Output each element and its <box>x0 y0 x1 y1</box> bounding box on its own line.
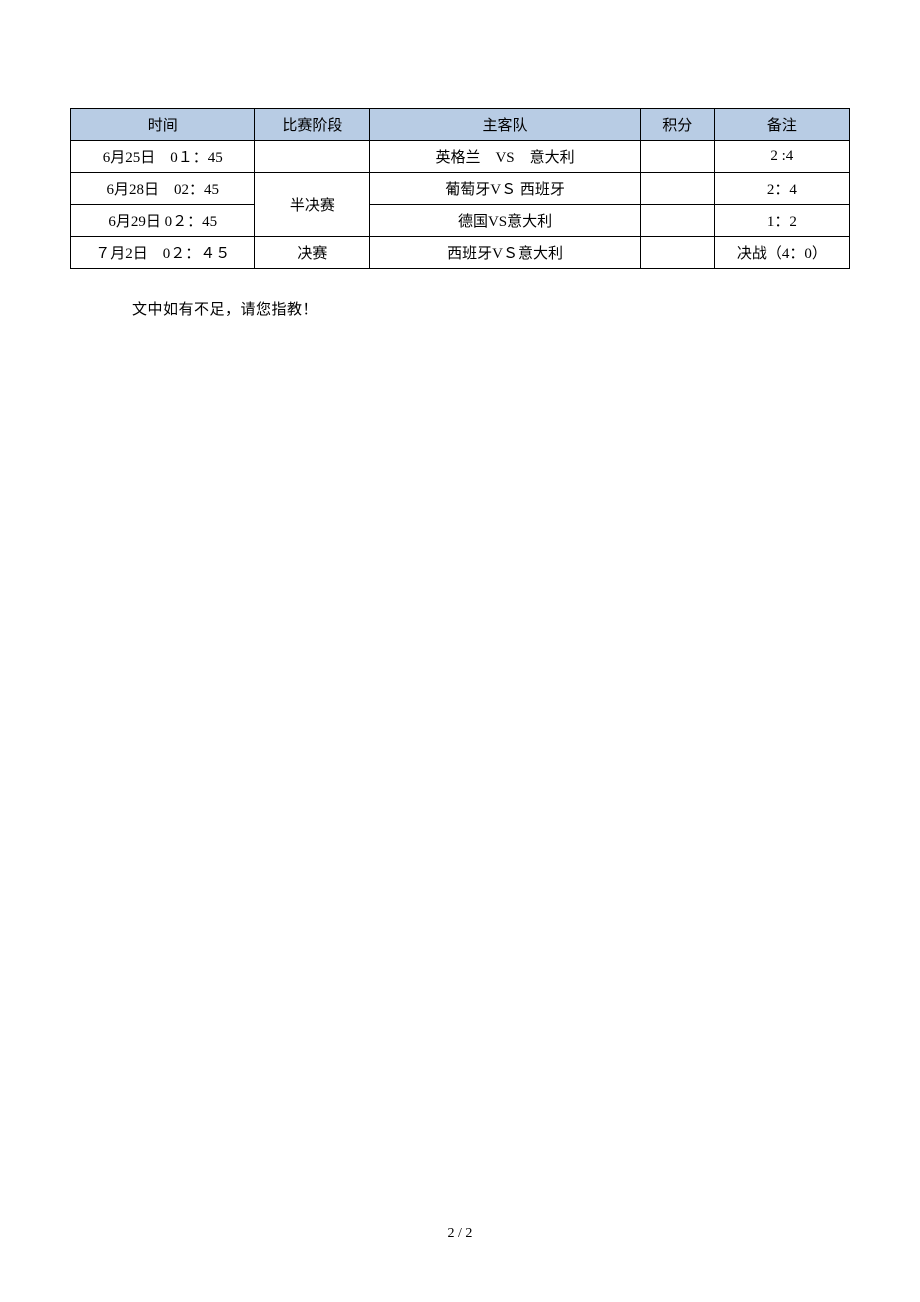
table-row: 6月29日 0２：45 德国VS意大利 1：2 <box>71 205 850 237</box>
col-header-points: 积分 <box>640 109 714 141</box>
cell-note: 决战（4：0） <box>714 237 849 269</box>
table-row: 6月28日 02：45 半决赛 葡萄牙VＳ 西班牙 2：4 <box>71 173 850 205</box>
cell-stage: 决赛 <box>255 237 370 269</box>
page-number: 2 / 2 <box>0 1226 920 1242</box>
table-row: 6月25日 0１：45 英格兰 VS 意大利 2 :4 <box>71 141 850 173</box>
cell-time: 6月29日 0２：45 <box>71 205 255 237</box>
cell-teams: 葡萄牙VＳ 西班牙 <box>370 173 641 205</box>
col-header-teams: 主客队 <box>370 109 641 141</box>
cell-points <box>640 205 714 237</box>
cell-time: 6月28日 02：45 <box>71 173 255 205</box>
col-header-stage: 比赛阶段 <box>255 109 370 141</box>
cell-note: 1：2 <box>714 205 849 237</box>
table-header-row: 时间 比赛阶段 主客队 积分 备注 <box>71 109 850 141</box>
cell-teams: 德国VS意大利 <box>370 205 641 237</box>
col-header-time: 时间 <box>71 109 255 141</box>
cell-points <box>640 173 714 205</box>
col-header-note: 备注 <box>714 109 849 141</box>
table-row: ７月2日 0２：４５ 决赛 西班牙VＳ意大利 决战（4：0） <box>71 237 850 269</box>
cell-points <box>640 141 714 173</box>
cell-note: 2 :4 <box>714 141 849 173</box>
cell-stage: 半决赛 <box>255 173 370 237</box>
cell-teams: 英格兰 VS 意大利 <box>370 141 641 173</box>
cell-note: 2：4 <box>714 173 849 205</box>
cell-time: ７月2日 0２：４５ <box>71 237 255 269</box>
footer-text: 文中如有不足，请您指教！ <box>132 298 850 319</box>
cell-time: 6月25日 0１：45 <box>71 141 255 173</box>
cell-teams: 西班牙VＳ意大利 <box>370 237 641 269</box>
schedule-table: 时间 比赛阶段 主客队 积分 备注 6月25日 0１：45 英格兰 VS 意大利… <box>70 108 850 269</box>
cell-stage <box>255 141 370 173</box>
cell-points <box>640 237 714 269</box>
